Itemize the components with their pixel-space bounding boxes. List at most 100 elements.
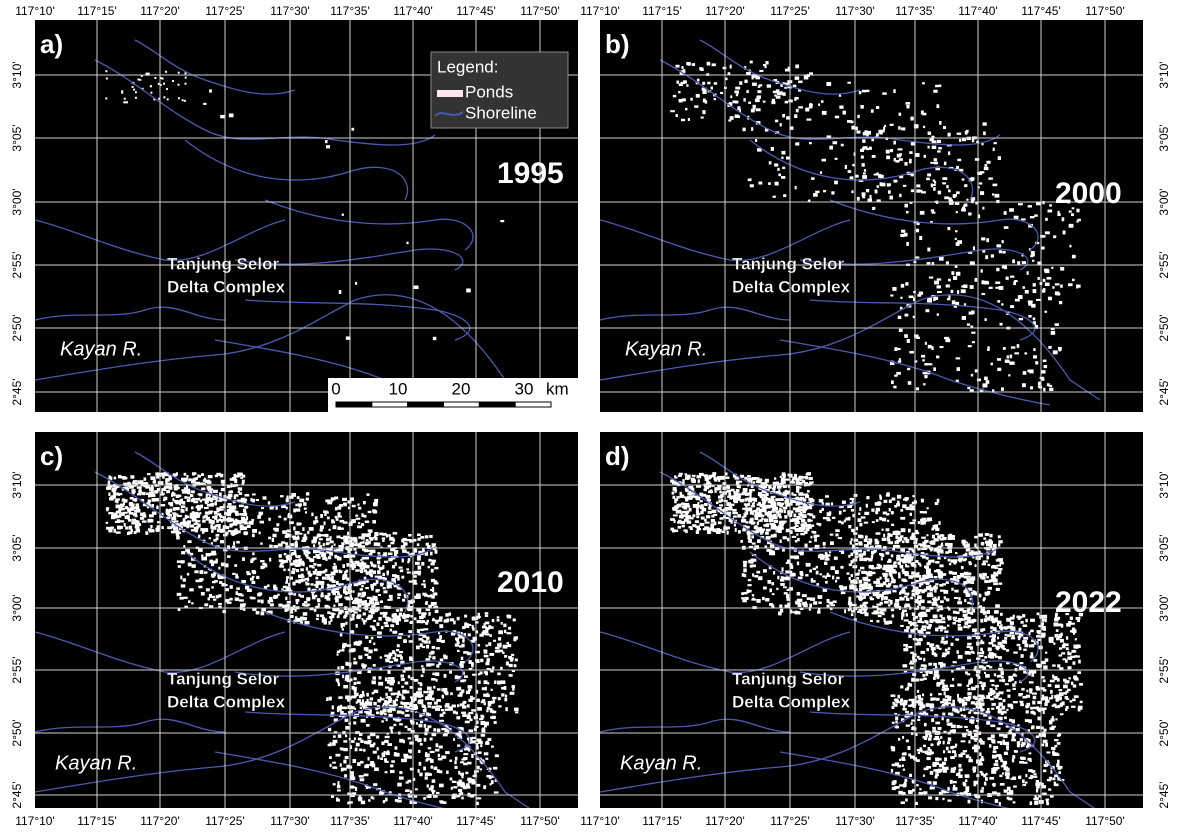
pond <box>331 497 336 500</box>
pond <box>408 592 411 594</box>
pond <box>898 575 901 579</box>
pond <box>507 644 511 647</box>
pond <box>430 738 433 741</box>
pond <box>866 90 869 92</box>
pond <box>809 103 812 106</box>
pond <box>993 148 995 151</box>
pond <box>858 580 862 584</box>
pond <box>1028 315 1031 318</box>
pond <box>770 544 774 548</box>
pond <box>408 749 412 752</box>
pond <box>722 482 726 485</box>
pond <box>513 618 516 621</box>
pond <box>354 583 358 586</box>
pond <box>187 540 191 543</box>
pond <box>316 618 319 620</box>
pond <box>855 175 858 178</box>
pond <box>990 680 995 682</box>
pond <box>184 100 186 102</box>
pond <box>952 300 956 304</box>
pond <box>463 753 468 755</box>
pond <box>986 576 989 578</box>
pond <box>331 519 334 521</box>
pond <box>331 576 334 580</box>
pond <box>236 541 240 544</box>
pond <box>816 523 818 525</box>
pond <box>464 675 468 678</box>
pond <box>748 102 751 104</box>
pond <box>380 612 383 614</box>
pond <box>385 771 388 773</box>
pond <box>373 570 376 574</box>
pond <box>1030 216 1035 218</box>
pond <box>343 713 347 715</box>
pond <box>190 553 193 556</box>
pond <box>980 619 983 623</box>
pond <box>995 799 998 803</box>
pond <box>229 113 234 117</box>
pond <box>330 619 332 622</box>
pond <box>466 691 470 695</box>
pond <box>1030 630 1034 633</box>
pond <box>868 586 872 590</box>
pond <box>911 189 914 192</box>
pond <box>380 600 383 603</box>
pond <box>437 688 441 690</box>
pond <box>463 701 466 704</box>
pond <box>399 723 403 725</box>
pond <box>1033 355 1037 358</box>
pond <box>1028 632 1030 636</box>
pond <box>893 141 896 145</box>
pond <box>351 695 353 697</box>
pond <box>382 540 384 542</box>
pond <box>296 508 301 511</box>
pond <box>798 81 802 83</box>
pond <box>291 571 295 575</box>
pond <box>1044 269 1049 272</box>
pond <box>417 555 421 557</box>
pond <box>935 628 938 632</box>
pond <box>970 326 973 328</box>
pond <box>174 487 177 489</box>
pond <box>887 185 890 187</box>
pond <box>993 142 996 144</box>
pond <box>742 128 745 132</box>
pond <box>957 159 961 161</box>
pond <box>890 124 894 126</box>
pond <box>964 204 967 207</box>
pond <box>370 561 373 564</box>
pond <box>397 710 402 713</box>
pond <box>123 477 127 479</box>
pond <box>907 368 910 370</box>
pond <box>862 147 865 150</box>
pond <box>286 533 289 535</box>
pond <box>203 479 206 481</box>
pond <box>780 476 782 478</box>
pond <box>123 101 128 103</box>
pond <box>777 576 779 580</box>
pond <box>951 290 954 293</box>
pond <box>149 514 154 517</box>
pond <box>209 560 213 564</box>
pond <box>354 708 356 710</box>
pond <box>1012 733 1016 736</box>
pond <box>931 184 935 186</box>
pond <box>997 565 1001 567</box>
pond <box>814 535 818 538</box>
pond <box>993 572 996 575</box>
pond <box>1030 655 1034 658</box>
pond <box>942 177 947 180</box>
pond <box>477 766 480 770</box>
pond <box>285 542 288 545</box>
pond <box>462 637 464 641</box>
pond <box>461 797 464 800</box>
pond <box>1052 664 1055 666</box>
pond <box>785 101 788 104</box>
pond <box>378 543 380 547</box>
pond <box>501 687 504 690</box>
pond <box>1023 649 1027 651</box>
pond <box>397 693 401 695</box>
pond <box>341 666 345 669</box>
pond <box>504 686 507 690</box>
pond <box>421 562 424 566</box>
